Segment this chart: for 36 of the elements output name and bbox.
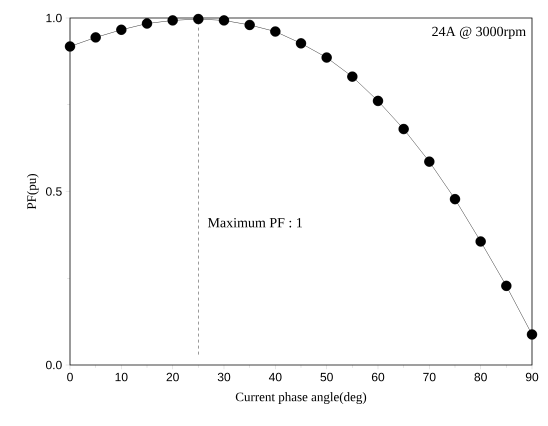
point <box>64 41 76 52</box>
x-tick-label: 80 <box>474 372 487 382</box>
point <box>372 96 384 106</box>
point <box>90 32 101 43</box>
x-tick-label: 60 <box>372 372 384 382</box>
x-tick-label: 20 <box>166 372 179 382</box>
x-tick-label: 50 <box>320 372 333 382</box>
y-axis-title: PF(pu) <box>26 174 39 210</box>
y-tick-label: 1.0 <box>46 14 62 22</box>
point <box>526 329 538 340</box>
point <box>193 14 204 24</box>
point <box>270 26 281 37</box>
point <box>501 280 512 292</box>
x-tick-label: 40 <box>268 372 282 382</box>
x-tick-label: 30 <box>218 372 230 382</box>
point <box>167 15 178 26</box>
x-tick-label: 70 <box>423 372 436 382</box>
point <box>424 156 435 167</box>
point <box>142 18 152 29</box>
point <box>218 15 230 26</box>
x-tick-label: 0 <box>67 372 73 382</box>
point <box>347 71 358 82</box>
point <box>450 194 460 204</box>
point <box>296 38 306 49</box>
annotation: Maximum PF : 1 <box>208 218 302 228</box>
annotation: 24A @ 3000rpm <box>432 26 526 40</box>
point <box>398 124 409 134</box>
x-axis-title: Current phase angle(deg) <box>236 392 366 404</box>
y-tick-label: 0.0 <box>46 360 62 370</box>
x-tick-label: 10 <box>116 372 128 382</box>
y-tick-label: 0.5 <box>46 187 62 196</box>
point <box>321 52 332 63</box>
x-tick-label: 90 <box>526 372 538 382</box>
point <box>116 24 127 35</box>
point <box>244 20 255 30</box>
point <box>475 236 486 247</box>
